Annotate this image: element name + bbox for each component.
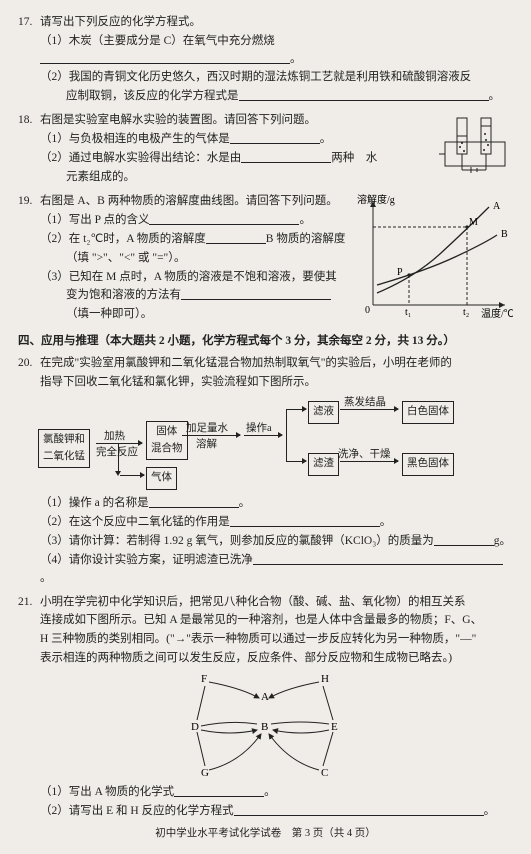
q19-3a: （3）已知在 M 点时，A 物质的溶液是不饱和溶液，要使其 [40, 271, 337, 283]
blank[interactable] [230, 131, 320, 144]
svg-text:C: C [321, 767, 328, 779]
blank[interactable] [434, 533, 494, 546]
svg-text:F: F [201, 673, 207, 685]
q19-3c: （填一种即可）。 [66, 308, 152, 320]
q18-num: 18. [18, 112, 40, 130]
q18-1: （1）与负极相连的电极产生的气体是 [40, 133, 230, 145]
q20-stem1: 在完成"实验室用氯酸钾和二氧化锰混合物加热制取氧气"的实验后，小明在老师的 [40, 357, 452, 369]
q17: 17.请写出下列反应的化学方程式。 （1）木炭（主要成分是 C）在氧气中充分燃烧… [18, 14, 513, 106]
flow-a1b: 完全反应 [96, 445, 138, 461]
q21-s1: 小明在学完初中化学知识后，把常见八种化合物（酸、碱、盐、氧化物）的相互关系 [40, 596, 466, 608]
q21-diagram: F H D B E G C A [161, 670, 371, 782]
flow-a4: 蒸发结晶 [344, 395, 386, 411]
q21-s3: H 三种物质的类别相同。("→"表示一种物质可以通过一步反应转化为另一种物质，"… [40, 633, 476, 645]
flow-a3: 操作a [246, 421, 272, 437]
q19-3b: 变为饱和溶液的方法有 [66, 289, 181, 301]
q20-num: 20. [18, 355, 40, 373]
svg-text:D: D [191, 721, 199, 733]
svg-text:温度/℃: 温度/℃ [481, 307, 513, 320]
q20-2: （2）在这个反应中二氧化锰的作用是 [40, 516, 230, 528]
svg-text:A: A [261, 691, 269, 703]
q17-1: （1）木炭（主要成分是 C）在氧气中充分燃烧 [40, 35, 275, 47]
flow-a2a: 加足量水 [186, 421, 228, 437]
svg-text:G: G [201, 767, 209, 779]
blank[interactable] [230, 514, 380, 527]
arrow [286, 409, 306, 410]
flow-a2b: 溶解 [196, 437, 217, 453]
q18-stem: 右图是实验室电解水实验的装置图。请回答下列问题。 [40, 114, 316, 126]
blank[interactable] [234, 803, 484, 816]
q20-stem2: 指导下回收二氧化锰和氯化钾，实验流程如下图所示。 [40, 376, 316, 388]
gas-line [118, 443, 119, 473]
svg-text:M: M [469, 217, 478, 228]
branch-line [286, 409, 287, 461]
page-footer: 初中学业水平考试化学试卷 第 3 页（共 4 页） [18, 826, 513, 842]
q19: 溶解度/g 温度/℃ A B M P t₁ t₂ 0 19.右图是 A、B 两种… [18, 193, 513, 325]
svg-text:t₁: t₁ [405, 307, 411, 318]
q20-3b: g。 [494, 535, 511, 547]
arrow [286, 461, 306, 462]
q21-num: 21. [18, 594, 40, 612]
q17-2a: （2）我国的青铜文化历史悠久，西汉时期的湿法炼铜工艺就是利用铁和硫酸铜溶液反 [40, 71, 471, 83]
q20-4: （4）请你设计实验方案，证明滤渣已洗净 [40, 554, 253, 566]
q19-1: （1）写出 P 点的含义 [40, 214, 149, 226]
blank[interactable] [149, 212, 299, 225]
q21-2: （2）请写出 E 和 H 反应的化学方程式 [40, 805, 234, 817]
q18-2a: （2）通过电解水实验得出结论：水是由 [40, 152, 241, 164]
blank[interactable] [253, 552, 503, 565]
flow-n6: 黑色固体 [402, 453, 454, 475]
flow-n7: 气体 [146, 467, 177, 489]
svg-text:P: P [397, 267, 403, 278]
flow-n2: 固体 混合物 [146, 421, 188, 460]
svg-text:B: B [501, 229, 508, 240]
q17-num: 17. [18, 14, 40, 32]
svg-text:0: 0 [365, 305, 370, 316]
flow-n4: 白色固体 [402, 401, 454, 423]
flow-a5: 洗净、干燥 [338, 447, 391, 463]
svg-text:H: H [321, 673, 329, 685]
q21: 21.小明在学完初中化学知识后，把常见八种化合物（酸、碱、盐、氧化物）的相互关系… [18, 594, 513, 821]
arrow [120, 475, 144, 476]
q17-stem: 请写出下列反应的化学方程式。 [40, 16, 201, 28]
q18-2mid: 两种 [331, 152, 354, 164]
svg-text:溶解度/g: 溶解度/g [357, 193, 395, 206]
section4-title: 四、应用与推理（本大题共 2 小题，化学方程式每个 3 分，其余每空 2 分，共… [18, 333, 513, 351]
q18-2b: 元素组成的。 [66, 171, 135, 183]
blank[interactable] [206, 231, 266, 244]
blank[interactable] [241, 150, 331, 163]
water-label: 水 [366, 152, 378, 164]
svg-text:t₂: t₂ [463, 307, 469, 318]
flow-a1a: 加热 [104, 429, 125, 445]
solubility-graph: 溶解度/g 温度/℃ A B M P t₁ t₂ 0 [355, 193, 513, 321]
svg-text:B: B [261, 721, 268, 733]
q17-2b: 应制取铜，该反应的化学方程式是 [66, 90, 239, 102]
q20-1: （1）操作 a 的名称是 [40, 497, 149, 509]
flow-n3: 滤液 [308, 401, 339, 423]
q20-flowchart: 氯酸钾和 二氧化锰 加热 完全反应 固体 混合物 加足量水 溶解 操作a 滤液 … [38, 395, 513, 491]
blank[interactable] [40, 51, 290, 64]
blank[interactable] [181, 287, 331, 300]
q21-1: （1）写出 A 物质的化学式 [40, 786, 174, 798]
q20-3a: （3）请你计算：若制得 1.92 g 氧气，则参加反应的氯酸钾（KClO₃）的质… [40, 535, 434, 547]
q19-2a: （2）在 t₂℃时，A 物质的溶解度 [40, 233, 206, 245]
flow-n1: 氯酸钾和 二氧化锰 [38, 429, 90, 468]
electrolysis-figure [435, 112, 513, 176]
q21-s4: 表示相连的两种物质之间可以发生反应，反应条件、部分反应物和生成物已略去。) [40, 652, 452, 664]
q19-stem: 右图是 A、B 两种物质的溶解度曲线图。请回答下列问题。 [40, 195, 338, 207]
blank[interactable] [149, 495, 239, 508]
blank[interactable] [174, 784, 264, 797]
q21-s2: 连接成如下图所示。已知 A 是最常见的一种溶剂，也是人体中含量最多的物质；F、G… [40, 614, 482, 626]
svg-text:E: E [331, 721, 338, 733]
svg-text:A: A [493, 201, 501, 212]
q19-2b: B 物质的溶解度 [266, 233, 346, 245]
q20: 20.在完成"实验室用氯酸钾和二氧化锰混合物加热制取氧气"的实验后，小明在老师的… [18, 355, 513, 588]
q19-2c: （填 ">"、"<" 或 "="）。 [66, 252, 186, 264]
flow-n5: 滤渣 [308, 453, 339, 475]
blank[interactable] [239, 88, 489, 101]
q18: 18.右图是实验室电解水实验的装置图。请回答下列问题。 （1）与负极相连的电极产… [18, 112, 513, 187]
q19-num: 19. [18, 193, 40, 211]
